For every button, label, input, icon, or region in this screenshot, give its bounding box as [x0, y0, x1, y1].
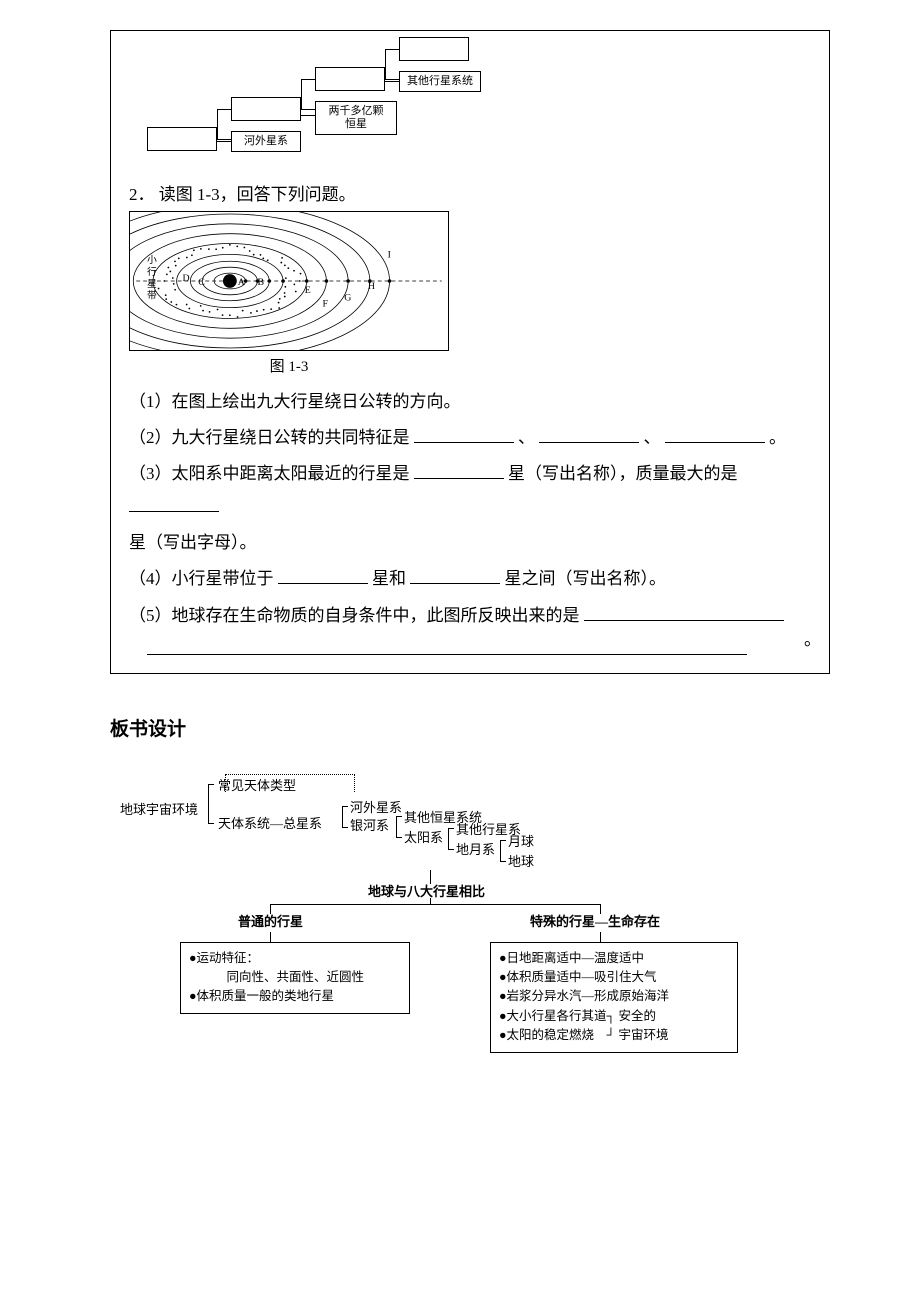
q3b: 星（写出名称），质量最大的是 [508, 464, 738, 483]
mid: 地球与八大行星相比 [368, 884, 485, 901]
solar-figure: AB CD E F G H I 小行星带 图 1-3 [129, 211, 449, 382]
blank [410, 566, 500, 585]
connector [430, 870, 431, 884]
blank [147, 636, 747, 655]
svg-text:星: 星 [147, 278, 157, 290]
blank [414, 461, 504, 480]
svg-text:带: 带 [147, 290, 157, 302]
connector [600, 932, 601, 942]
n6: 太阳系 [404, 830, 443, 847]
q5a: （5）地球存在生命物质的自身条件中，此图所反映出来的是 [129, 606, 580, 625]
n8: 地月系 [456, 842, 495, 859]
q3: （3）太阳系中距离太阳最近的行星是 星（写出名称），质量最大的是 [129, 458, 821, 523]
question-box: 其他行星系统两千多亿颗 恒星河外星系 2． 读图 1-3，回答下列问题。 AB C… [110, 30, 830, 674]
q3a: （3）太阳系中距离太阳最近的行星是 [129, 464, 410, 483]
hier-box: 两千多亿颗 恒星 [315, 101, 397, 135]
svg-text:E: E [305, 285, 311, 296]
sep: 、 [644, 428, 661, 447]
n9: 月球 [508, 834, 534, 851]
bracket [396, 816, 402, 838]
q2-lead: 2． 读图 1-3，回答下列问题。 [129, 179, 821, 211]
svg-text:行: 行 [147, 265, 157, 278]
hier-box [231, 97, 301, 121]
connector [270, 932, 271, 942]
n2: 天体系统—总星系 [218, 816, 322, 833]
hier-box [147, 127, 217, 151]
root: 地球宇宙环境 [120, 802, 198, 819]
blank [584, 602, 784, 621]
svg-text:F: F [323, 299, 329, 310]
right-box: ●日地距离适中—温度适中●体积质量适中—吸引住大气●岩浆分异水汽—形成原始海洋●… [490, 942, 738, 1053]
svg-text:H: H [368, 281, 375, 292]
blank [129, 493, 219, 512]
board-heading: 板书设计 [110, 712, 830, 748]
bracket [208, 784, 214, 824]
bracket [500, 840, 506, 862]
connector [270, 904, 271, 914]
q5: （5）地球存在生命物质的自身条件中，此图所反映出来的是 [129, 600, 821, 632]
q4b: 星之间（写出名称）。 [505, 569, 667, 588]
bracket [342, 806, 348, 828]
n3: 河外星系 [350, 800, 402, 817]
blank [414, 424, 514, 443]
left-h: 普通的行星 [238, 914, 303, 931]
n10: 地球 [508, 854, 534, 871]
q3c: 星（写出字母）。 [129, 527, 821, 559]
hier-box: 其他行星系统 [399, 71, 481, 92]
n1: 常见天体类型 [218, 778, 296, 795]
connector [270, 904, 600, 905]
q4: （4）小行星带位于 星和 星之间（写出名称）。 [129, 563, 821, 595]
connector [430, 898, 431, 904]
svg-text:D: D [183, 273, 190, 284]
sep: 、 [518, 428, 535, 447]
blank [665, 424, 765, 443]
n4: 银河系 [350, 818, 389, 835]
q1: （1）在图上绘出九大行星绕日公转的方向。 [129, 386, 821, 418]
board-design: 地球宇宙环境 常见天体类型 天体系统—总星系 河外星系 银河系 其他恒星系统 太… [120, 776, 800, 1086]
q5-cont: 。 [129, 636, 821, 655]
svg-text:A: A [238, 277, 246, 288]
svg-text:G: G [344, 293, 351, 304]
hierarchy-diagram: 其他行星系统两千多亿颗 恒星河外星系 [129, 31, 529, 171]
solar-svg: AB CD E F G H I 小行星带 [130, 212, 448, 350]
svg-text:C: C [198, 277, 205, 288]
svg-text:小: 小 [147, 255, 157, 267]
hier-box: 河外星系 [231, 131, 301, 152]
blank [278, 566, 368, 585]
svg-text:B: B [257, 277, 264, 288]
hier-box [315, 67, 385, 91]
q4a: （4）小行星带位于 [129, 569, 274, 588]
bracket [448, 828, 454, 850]
svg-text:I: I [388, 250, 391, 261]
hier-box [399, 37, 469, 61]
connector [600, 904, 601, 914]
q2: （2）九大行星绕日公转的共同特征是 、 、 。 [129, 422, 821, 454]
blank [539, 424, 639, 443]
period: 。 [804, 624, 821, 656]
q4mid: 星和 [372, 569, 406, 588]
solar-caption: 图 1-3 [129, 351, 449, 382]
right-h: 特殊的行星—生命存在 [530, 914, 660, 931]
period: 。 [769, 428, 786, 447]
q2-text: （2）九大行星绕日公转的共同特征是 [129, 428, 410, 447]
left-box: ●运动特征： 同向性、共面性、近圆性●体积质量一般的类地行星 [180, 942, 410, 1014]
